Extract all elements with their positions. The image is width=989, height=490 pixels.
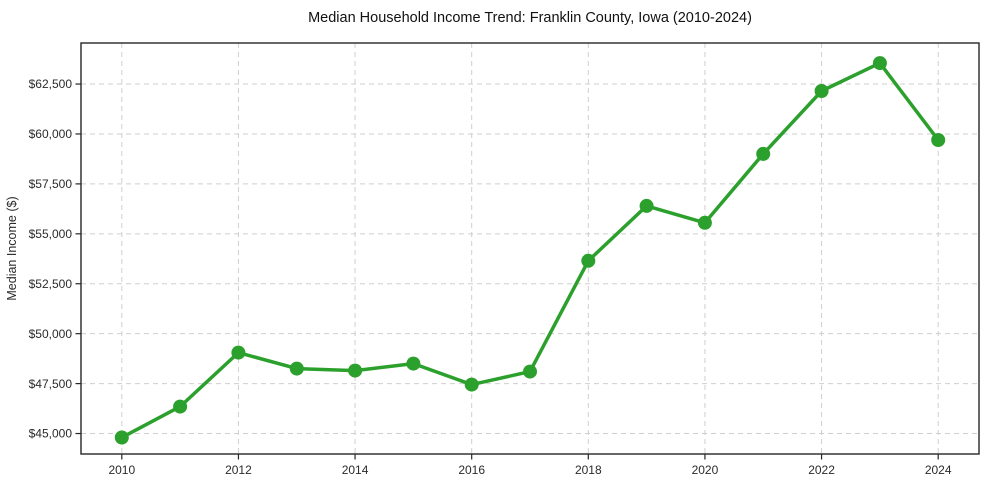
data-point-2013 <box>289 361 304 376</box>
y-tick-label: $57,500 <box>29 177 73 191</box>
trend-line <box>120 61 940 440</box>
x-tick-label: 2018 <box>575 463 602 477</box>
x-tick-label: 2020 <box>692 463 719 477</box>
data-point-2014 <box>348 363 363 378</box>
x-tick-label: 2014 <box>342 463 369 477</box>
y-tick-label: $52,500 <box>29 277 73 291</box>
data-point-2011 <box>173 399 188 414</box>
data-point-2017 <box>523 364 537 379</box>
data-point-2016 <box>464 377 479 392</box>
x-tick-label: 2016 <box>458 463 485 477</box>
x-tick-label: 2022 <box>808 463 835 477</box>
data-point-2024 <box>931 133 946 147</box>
tick-layer: 2010 2012 2014 2016 2018 2020 2022 2024 $45,000 $… <box>29 77 952 477</box>
y-tick-label: $50,000 <box>29 327 73 341</box>
x-tick-label: 2010 <box>108 463 135 477</box>
x-tick-label: 2024 <box>925 463 952 477</box>
y-axis-label: Median Income ($) <box>5 196 19 300</box>
data-point-2021 <box>756 146 771 161</box>
chart-title: Median Household Income Trend: Franklin … <box>308 10 752 26</box>
y-tick-label: $60,000 <box>29 127 73 141</box>
data-point-2012 <box>231 345 246 360</box>
series-layer <box>114 56 946 445</box>
spine-layer <box>80 42 980 455</box>
y-tick-label: $55,000 <box>29 227 73 241</box>
data-point-2023 <box>872 56 887 71</box>
y-tick-label: $62,500 <box>29 77 73 91</box>
data-point-2022 <box>814 84 829 98</box>
y-tick-label: $45,000 <box>29 427 73 441</box>
data-point-2010 <box>114 430 129 445</box>
data-point-2015 <box>406 356 421 371</box>
y-tick-label: $47,500 <box>29 377 73 391</box>
data-point-2018 <box>581 253 596 268</box>
data-point-2019 <box>639 198 654 213</box>
plot-border <box>80 42 980 455</box>
grid-layer <box>81 43 979 454</box>
data-point-2020 <box>697 215 712 230</box>
x-tick-label: 2012 <box>225 463 252 477</box>
